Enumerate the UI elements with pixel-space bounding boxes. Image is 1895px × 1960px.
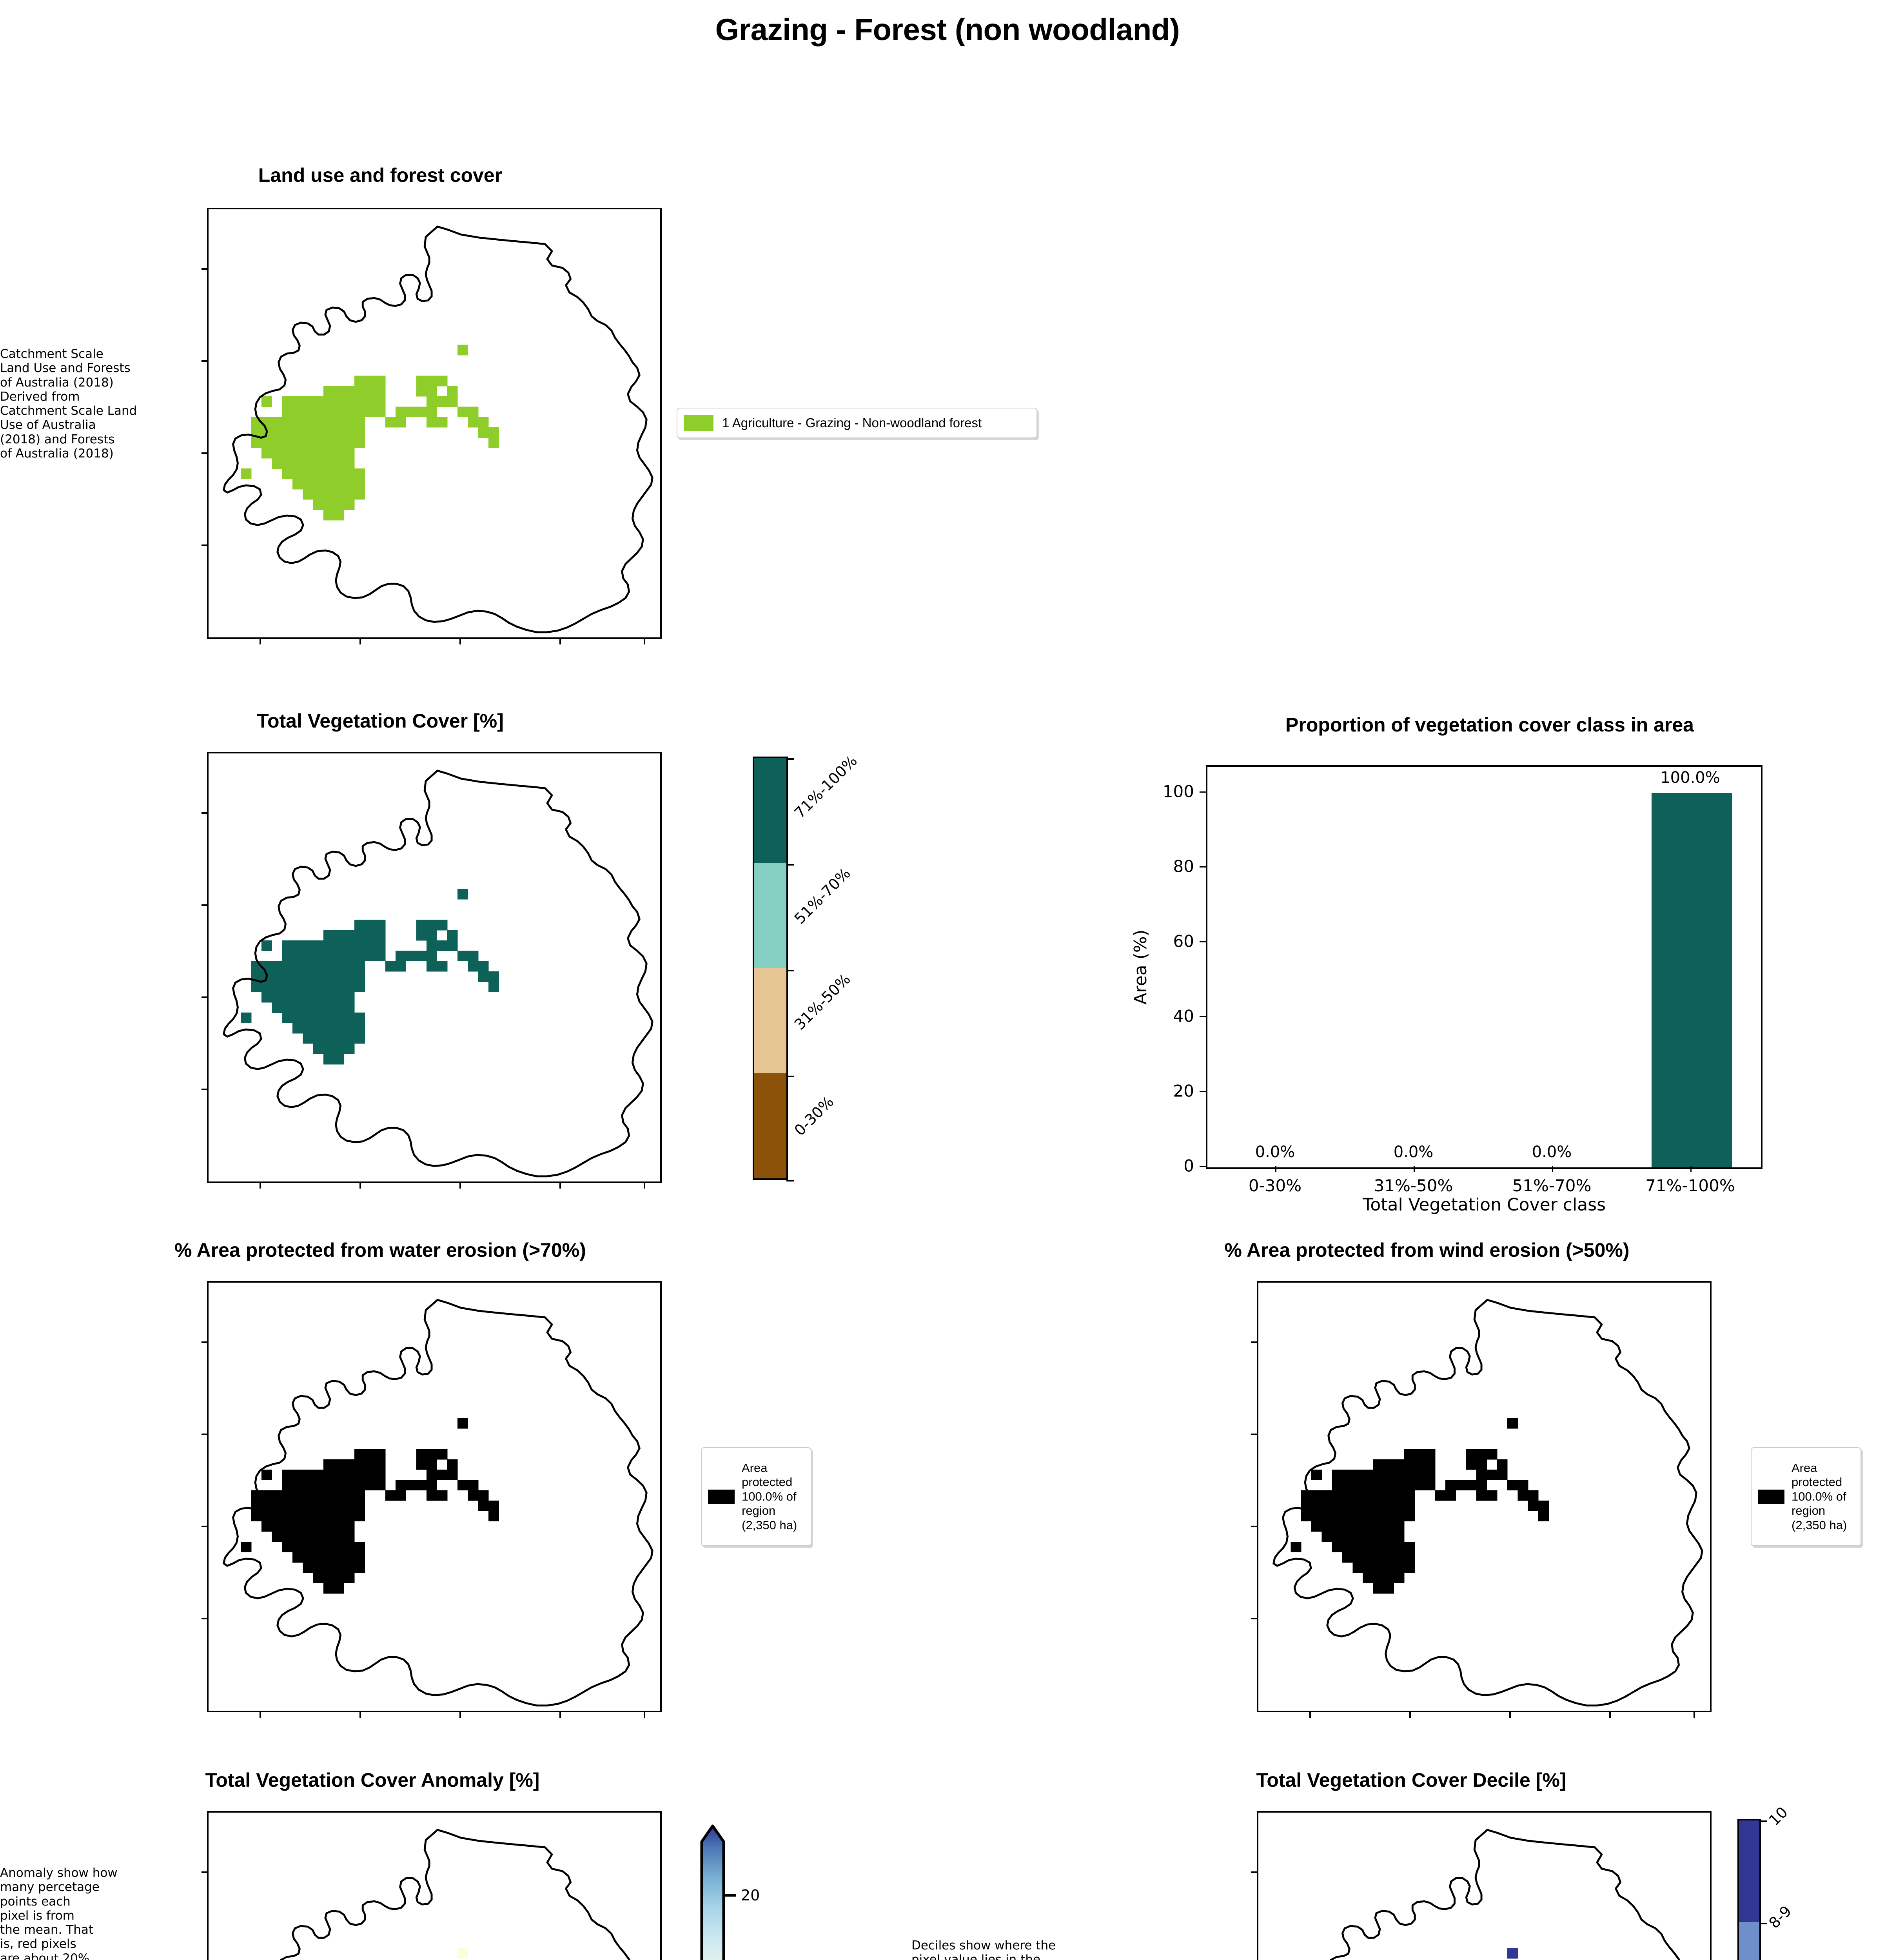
decile-map-svg	[1330, 1829, 1681, 1960]
wind-erosion-legend-label: Area protected 100.0% of region (2,350 h…	[1792, 1461, 1847, 1532]
veg-cover-map-svg	[223, 769, 653, 1178]
land-use-panel-title: Land use and forest cover	[258, 164, 503, 186]
bar-value-3: 100.0%	[1660, 768, 1720, 787]
axis-tick	[644, 637, 645, 644]
catchment-boundary	[223, 225, 653, 633]
water-erosion-pixel-layer	[241, 1418, 499, 1594]
veg-cbar-label-31-50: 31%-50%	[791, 970, 854, 1033]
bar-xtick-2: 51%-70%	[1512, 1176, 1592, 1195]
wind-erosion-pixel-layer	[1291, 1418, 1549, 1594]
axis-tick	[459, 637, 461, 644]
water-erosion-legend-swatch	[708, 1490, 735, 1504]
axis-tick	[260, 637, 261, 644]
anomaly-sidenote: Anomaly show how many percetage points e…	[0, 1866, 118, 1960]
anomaly-pixel-layer	[457, 1948, 468, 1959]
decile-sidenote: Deciles show where the pixel value lies …	[911, 1938, 1056, 1960]
veg-cover-pixel-layer	[241, 889, 499, 1065]
axis-tick	[201, 544, 209, 546]
veg-cbar-label-71-100: 71%-100%	[791, 752, 860, 822]
catchment-boundary	[1272, 1299, 1703, 1707]
anomaly-map-svg	[280, 1829, 631, 1960]
anomaly-panel-title: Total Vegetation Cover Anomaly [%]	[205, 1769, 540, 1791]
land-use-map-svg	[223, 225, 653, 633]
water-erosion-panel-title: % Area protected from water erosion (>70…	[174, 1239, 586, 1261]
axis-tick	[201, 268, 209, 270]
page-title: Grazing - Forest (non woodland)	[715, 12, 1180, 47]
axis-tick	[559, 637, 561, 644]
wind-erosion-map[interactable]	[1251, 1281, 1712, 1718]
bar-chart-y-axis-label: Area (%)	[1131, 929, 1151, 1005]
land-use-map[interactable]	[201, 208, 662, 644]
bar-xtick-3: 71%-100%	[1645, 1176, 1735, 1195]
decile-cbar-label-8-9: 8-9	[1765, 1902, 1795, 1932]
decile-map[interactable]	[1251, 1811, 1712, 1960]
bar-3[interactable]	[1652, 793, 1732, 1167]
decile-cbar-label-10: 10	[1765, 1803, 1791, 1829]
water-erosion-legend[interactable]: Area protected 100.0% of region (2,350 h…	[701, 1447, 811, 1546]
water-erosion-legend-label: Area protected 100.0% of region (2,350 h…	[742, 1461, 797, 1532]
wind-erosion-legend[interactable]: Area protected 100.0% of region (2,350 h…	[1751, 1447, 1861, 1546]
decile-colorbar[interactable]: 10 8-9 4-7 2-3 1	[1737, 1804, 1795, 1960]
anomaly-map[interactable]	[201, 1811, 662, 1960]
bar-xtick-1: 31%-50%	[1374, 1176, 1453, 1195]
cbar-segment-10	[1739, 1820, 1759, 1922]
bar-value-1: 0.0%	[1393, 1143, 1434, 1161]
veg-cbar-label-0-30: 0-30%	[791, 1093, 837, 1139]
land-use-legend-label: 1 Agriculture - Grazing - Non-woodland f…	[722, 415, 982, 430]
bar-ytick-4: 80	[1173, 857, 1194, 876]
bar-chart-x-axis-label: Total Vegetation Cover class	[1362, 1195, 1606, 1215]
cbar-segment-0-30	[754, 1073, 786, 1178]
anomaly-colorbar[interactable]: 20 10 0 −10 −20	[690, 1815, 831, 1960]
cbar-segment-71-100	[754, 758, 786, 863]
catchment-boundary	[223, 769, 653, 1178]
cbar-segment-8-9	[1739, 1922, 1759, 1960]
cbar-segment-31-50	[754, 968, 786, 1073]
veg-cover-panel-title: Total Vegetation Cover [%]	[257, 710, 504, 732]
wind-erosion-legend-swatch	[1758, 1490, 1784, 1504]
land-use-legend[interactable]: 1 Agriculture - Grazing - Non-woodland f…	[677, 408, 1037, 438]
proportion-bar-chart[interactable]	[1206, 765, 1762, 1169]
wind-erosion-map-svg	[1272, 1299, 1703, 1707]
decile-panel-title: Total Vegetation Cover Decile [%]	[1256, 1769, 1566, 1791]
axis-tick	[201, 452, 209, 454]
bar-ytick-3: 60	[1173, 931, 1194, 951]
wind-erosion-panel-title: % Area protected from wind erosion (>50%…	[1224, 1239, 1630, 1261]
bar-value-2: 0.0%	[1532, 1143, 1572, 1161]
bar-ytick-0: 0	[1183, 1156, 1194, 1176]
catchment-boundary	[280, 1829, 631, 1960]
land-use-sidenote: Catchment Scale Land Use and Forests of …	[0, 347, 137, 461]
axis-tick	[201, 360, 209, 362]
veg-cbar-label-51-70: 51%-70%	[791, 864, 854, 927]
water-erosion-map-svg	[223, 1299, 653, 1707]
anomaly-cbar-tick-20: 20	[741, 1887, 760, 1904]
cbar-segment-51-70	[754, 863, 786, 968]
land-use-pixel-layer	[241, 345, 499, 521]
bar-ytick-2: 40	[1173, 1006, 1194, 1026]
veg-cover-map[interactable]	[201, 752, 662, 1189]
veg-cover-colorbar[interactable]: 71%-100% 51%-70% 31%-50% 0-30%	[753, 752, 860, 1181]
bar-ytick-1: 20	[1173, 1081, 1194, 1101]
axis-tick	[359, 637, 361, 644]
bar-xtick-0: 0-30%	[1248, 1176, 1302, 1195]
bar-ytick-5: 100	[1162, 782, 1194, 801]
catchment-boundary	[1330, 1829, 1681, 1960]
decile-pixel-layer	[1507, 1948, 1518, 1959]
anomaly-colorbar-svg	[700, 1824, 736, 1960]
water-erosion-map[interactable]	[201, 1281, 662, 1718]
catchment-boundary	[223, 1299, 653, 1707]
bar-value-0: 0.0%	[1255, 1143, 1295, 1161]
land-use-legend-swatch	[684, 415, 713, 431]
proportion-panel-title: Proportion of vegetation cover class in …	[1285, 714, 1694, 736]
